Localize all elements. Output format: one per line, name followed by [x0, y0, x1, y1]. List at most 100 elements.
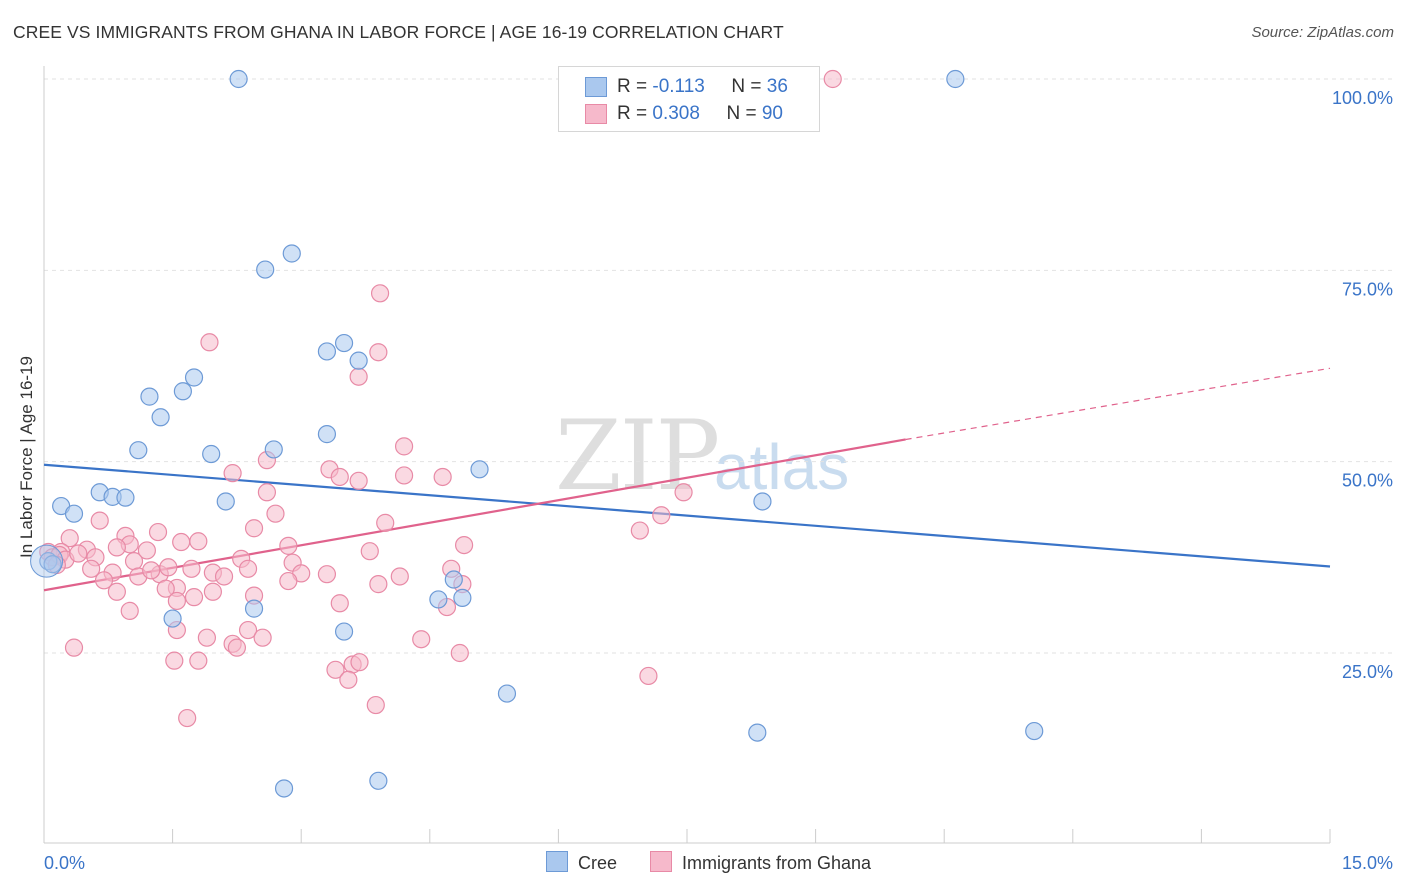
cree-point	[244, 599, 264, 618]
x-tick-label: 15.0%	[1342, 853, 1393, 873]
cree-point	[317, 425, 337, 444]
cree-point	[129, 441, 148, 460]
legend-r-label: R =	[617, 103, 653, 124]
ghana-point	[82, 559, 101, 578]
legend-stats-ghana: R = 0.308 N = 90	[617, 103, 783, 125]
ghana-point	[652, 506, 671, 525]
legend-stats-cree: R = -0.113 N = 36	[617, 76, 788, 98]
ghana-point	[227, 638, 246, 657]
cree-point	[30, 544, 64, 578]
ghana-point	[64, 638, 84, 657]
ghana-point	[257, 483, 277, 502]
ghana-point	[107, 538, 126, 557]
ghana-point	[189, 532, 208, 551]
cree-point	[369, 771, 388, 790]
tick-labels: 25.0% 50.0% 75.0% 100.0% 0.0% 15.0%	[44, 88, 1393, 873]
ghana-point	[823, 69, 842, 89]
ghana-point	[189, 651, 208, 670]
bottom-legend-cree: Cree	[546, 851, 617, 874]
ghana-point	[630, 521, 649, 540]
cree-point	[334, 333, 354, 353]
ghana-point	[165, 651, 184, 670]
ghana-point	[369, 575, 388, 594]
ghana-point	[350, 653, 369, 672]
ghana-point	[148, 522, 168, 542]
bottom-legend-label-cree: Cree	[578, 853, 618, 873]
cree-point	[349, 351, 368, 370]
ghana-point	[376, 513, 395, 532]
cree-point	[140, 387, 159, 406]
ghana-point	[156, 579, 175, 598]
ghana-trend-extension	[905, 367, 1331, 441]
cree-point	[184, 368, 204, 387]
legend-r-value: 0.308	[652, 103, 700, 124]
ghana-point	[197, 628, 216, 647]
ghana-point	[394, 466, 414, 485]
bottom-legend-ghana: Immigrants from Ghana	[650, 851, 871, 874]
legend-swatch-ghana	[585, 104, 607, 124]
ghana-point	[279, 536, 298, 555]
ghana-point	[178, 708, 197, 728]
ghana-point	[172, 532, 191, 552]
ghana-point	[223, 464, 242, 483]
ghana-point	[674, 483, 693, 502]
cree-point	[264, 440, 283, 459]
cree-point	[444, 570, 463, 589]
ghana-point	[349, 367, 368, 386]
cree-point	[317, 342, 337, 361]
source-label: Source: ZipAtlas.com	[1251, 24, 1394, 41]
legend-n-label: N =	[726, 103, 762, 124]
ghana-point	[69, 544, 88, 563]
cree-point	[163, 609, 182, 628]
y-tick-label: 75.0%	[1342, 279, 1393, 299]
watermark-atlas: atlas	[714, 431, 850, 503]
cree-point	[151, 408, 170, 427]
ghana-point	[120, 601, 139, 621]
ghana-point	[266, 504, 285, 523]
bottom-legend-swatch-ghana	[650, 851, 672, 872]
ghana-point	[369, 343, 388, 362]
ghana-point	[412, 630, 431, 649]
cree-point	[946, 69, 965, 89]
ghana-point	[253, 628, 272, 647]
y-tick-label: 25.0%	[1342, 662, 1393, 682]
ghana-point	[203, 582, 222, 601]
legend-r-value: -0.113	[652, 76, 705, 97]
ghana-point	[394, 437, 414, 456]
cree-point	[173, 382, 192, 401]
ghana-point	[639, 666, 658, 686]
ghana-point	[159, 558, 178, 577]
ghana-point	[279, 571, 298, 591]
data-points	[30, 69, 1044, 798]
ghana-point	[107, 582, 126, 601]
cree-point	[216, 492, 235, 511]
legend-swatch-cree	[585, 77, 607, 97]
axes	[43, 66, 1331, 844]
watermark-zip: ZIP	[555, 400, 720, 512]
ghana-point	[238, 559, 258, 578]
cree-trend-line	[43, 463, 1331, 568]
ghana-point	[433, 467, 452, 487]
cree-point	[753, 492, 772, 511]
ghana-point	[330, 594, 349, 613]
cree-point	[43, 555, 62, 574]
cree-point	[229, 69, 248, 89]
cree-point	[116, 488, 135, 507]
cree-point	[1025, 721, 1044, 741]
ghana-point	[184, 588, 204, 607]
ghana-point	[124, 552, 144, 571]
ghana-point	[94, 571, 114, 590]
ghana-point	[339, 670, 358, 689]
cree-point	[429, 590, 448, 609]
ghana-point	[317, 565, 337, 584]
ghana-point	[90, 511, 109, 530]
y-tick-label: 50.0%	[1342, 471, 1393, 491]
ghana-point	[360, 542, 379, 561]
cree-point	[497, 684, 517, 703]
ghana-point	[60, 529, 79, 548]
ghana-point	[167, 591, 186, 611]
legend-r-label: R =	[617, 76, 653, 97]
ghana-point	[330, 467, 349, 487]
ghana-point	[200, 333, 219, 352]
